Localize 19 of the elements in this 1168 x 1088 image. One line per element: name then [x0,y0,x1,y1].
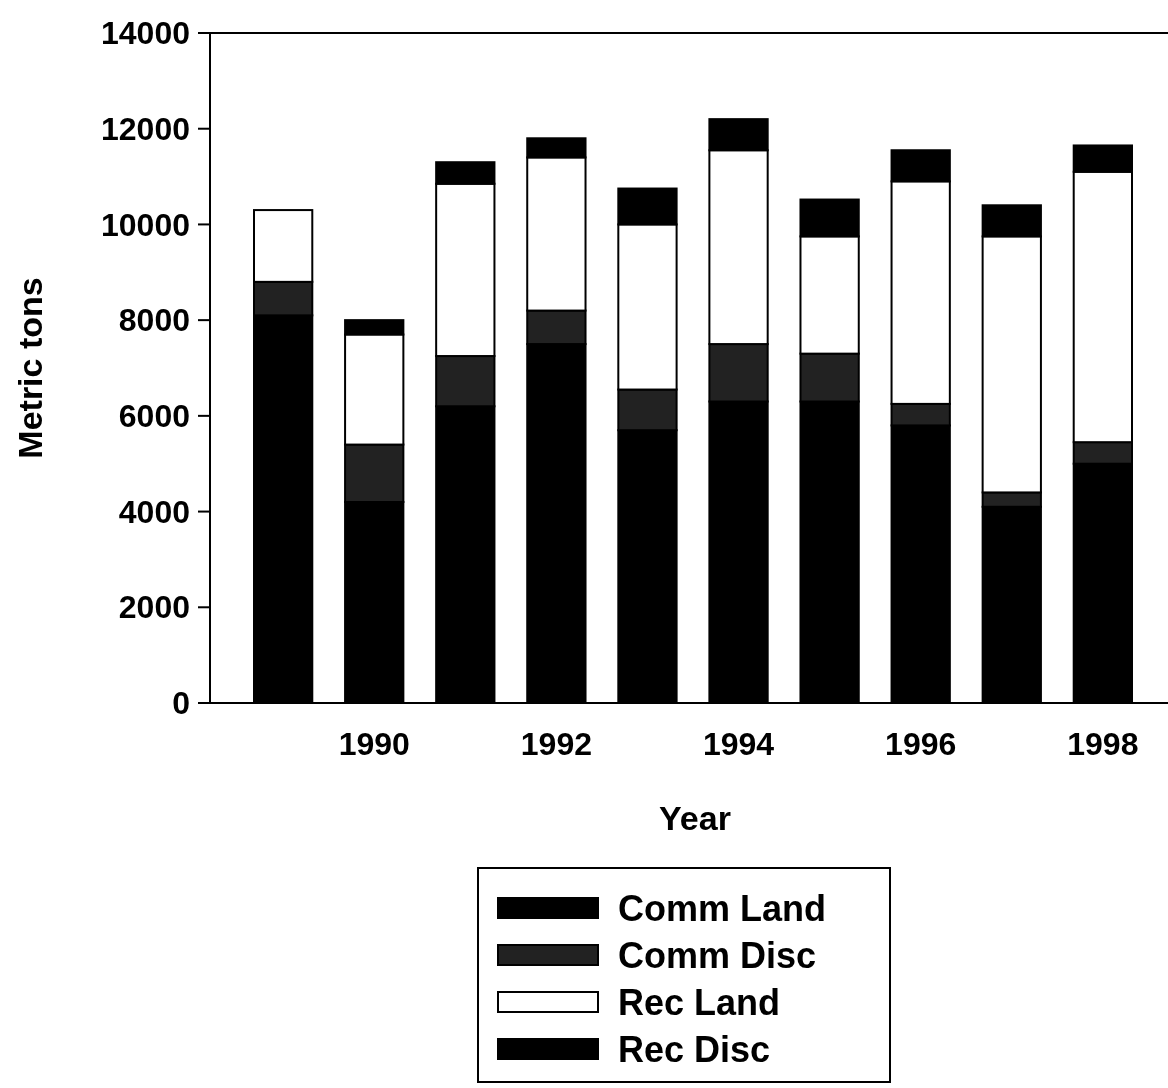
y-tick-label: 0 [172,685,190,722]
y-tick-label: 14000 [101,15,190,52]
legend-label: Comm Land [618,887,827,929]
x-tick-label: 1992 [520,726,592,762]
y-tick-label: 6000 [118,398,190,435]
x-tick-label: 1990 [338,726,410,762]
legend-label: Comm Disc [618,934,817,976]
x-tick-label: 1998 [1067,726,1139,762]
y-tick-label: 8000 [118,302,190,339]
y-axis-title: Metric tons [11,277,49,459]
y-tick-label: 12000 [101,110,190,147]
y-tick-label: 2000 [118,589,190,626]
y-tick-label: 10000 [101,206,190,243]
y-tick-label: 4000 [118,493,190,530]
legend-label: Rec Disc [618,1028,771,1070]
legend-label: Rec Land [618,981,781,1023]
x-tick-label: 1996 [885,726,957,762]
x-tick-label: 1994 [702,726,775,762]
x-axis-title: Year [659,799,731,837]
